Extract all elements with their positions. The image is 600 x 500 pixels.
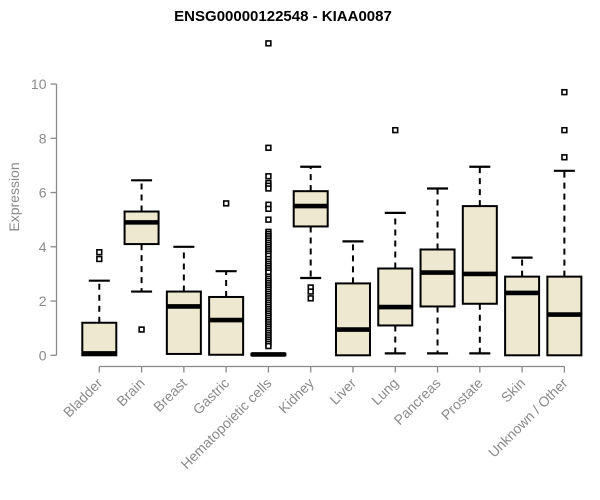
x-tick-label: Pancreas	[391, 375, 444, 428]
y-tick-label: 10	[31, 76, 47, 92]
x-tick-label: Kidney	[275, 375, 317, 417]
iqr-box	[334, 282, 371, 357]
boxplot-kidney	[292, 165, 329, 302]
outlier-point	[138, 326, 145, 333]
outlier-point	[265, 40, 272, 47]
boxplot-brain	[123, 179, 160, 333]
outlier-point	[265, 173, 272, 180]
boxplot-pancreas	[419, 187, 456, 355]
x-tick-label: Breast	[150, 375, 190, 415]
outlier-point	[265, 185, 272, 192]
boxplot-hematopoietic-cells	[250, 40, 287, 357]
outlier-point	[265, 205, 272, 213]
iqr-box	[504, 275, 541, 357]
boxplot-lung	[377, 126, 414, 355]
outlier-point	[265, 342, 272, 350]
outlier-point	[307, 288, 314, 295]
iqr-box	[123, 210, 160, 246]
x-tick-label: Bladder	[60, 375, 106, 421]
boxplot-skin	[504, 256, 541, 357]
iqr-box	[208, 295, 245, 356]
iqr-box	[165, 290, 202, 355]
outlier-point	[392, 126, 399, 134]
iqr-box	[419, 248, 456, 308]
outlier-point	[265, 144, 272, 151]
outlier-point	[96, 255, 103, 263]
iqr-box	[461, 205, 498, 305]
outlier-point	[561, 154, 568, 161]
y-axis-title: Expression	[6, 162, 22, 231]
iqr-box	[292, 190, 329, 228]
x-tick-label: Skin	[498, 375, 529, 406]
x-tick-label: Lung	[368, 375, 401, 408]
x-tick-label: Liver	[326, 375, 359, 408]
y-tick-label: 0	[39, 347, 47, 363]
boxplot-prostate	[461, 165, 498, 355]
x-tick-label: Unknown / Other	[485, 375, 571, 461]
outlier-point	[561, 126, 568, 134]
x-tick-label: Brain	[113, 375, 147, 409]
x-tick-label: Prostate	[438, 375, 486, 423]
boxplot-unknown-other	[546, 88, 583, 357]
y-tick-label: 2	[39, 293, 47, 309]
iqr-box	[81, 321, 118, 357]
outlier-point	[265, 216, 272, 223]
boxplot-breast	[165, 245, 202, 355]
boxplot-liver	[334, 240, 371, 357]
outlier-point	[561, 88, 568, 96]
chart-title: ENSG00000122548 - KIAA0087	[174, 8, 392, 25]
boxplot-gastric	[208, 200, 245, 356]
y-tick-label: 8	[39, 130, 47, 146]
outlier-point	[96, 249, 103, 256]
iqr-box	[377, 267, 414, 327]
boxplot-bladder	[81, 249, 118, 357]
y-axis: 0 2 4 6 8 10	[31, 76, 58, 363]
outlier-point	[222, 200, 230, 207]
outlier-point	[307, 295, 314, 302]
y-tick-label: 4	[39, 239, 47, 255]
y-tick-label: 6	[39, 185, 47, 201]
